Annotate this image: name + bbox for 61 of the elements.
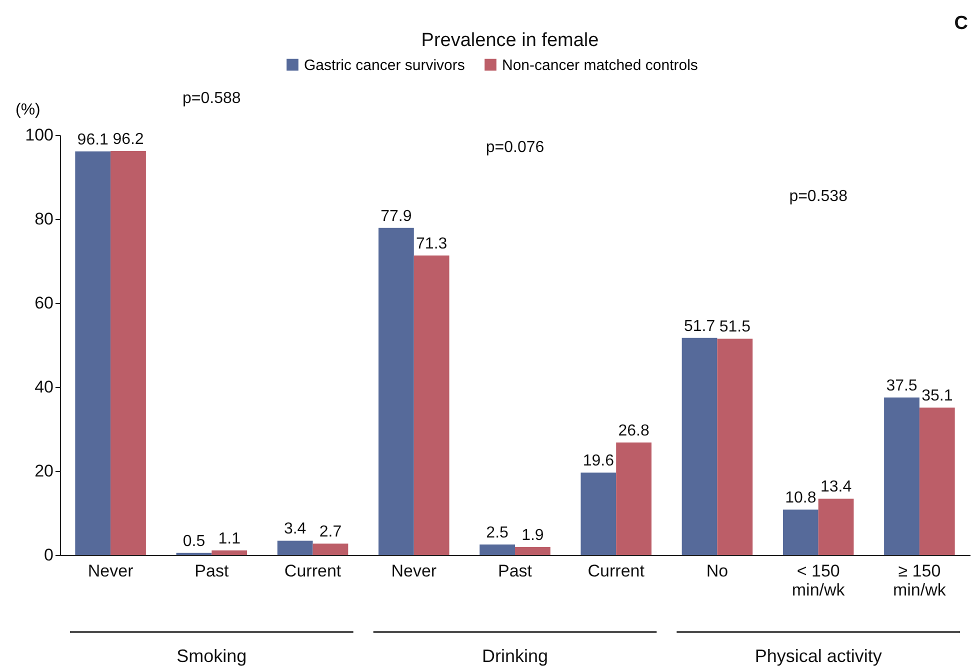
data-label: 77.9 bbox=[380, 208, 412, 225]
data-label: 0.5 bbox=[182, 532, 206, 550]
data-label: 1.1 bbox=[218, 530, 241, 548]
data-label: 26.8 bbox=[618, 422, 650, 440]
x-tick-label: Never bbox=[391, 562, 437, 580]
bar bbox=[782, 510, 818, 555]
data-label: 71.3 bbox=[416, 236, 448, 253]
x-tick-label: Past bbox=[498, 562, 532, 580]
data-label: 51.7 bbox=[684, 318, 716, 335]
x-tick-label: ≥ 150 min/wk bbox=[892, 562, 946, 600]
data-label: 51.5 bbox=[719, 318, 751, 336]
x-tick-label: Never bbox=[88, 562, 134, 580]
data-label: 96.1 bbox=[77, 131, 109, 148]
bar bbox=[818, 498, 854, 555]
data-label: 3.4 bbox=[284, 520, 306, 538]
legend-label: Gastric cancer survivors bbox=[304, 56, 465, 74]
x-tick-label: No bbox=[706, 562, 728, 580]
annotation: p=0.076 bbox=[486, 139, 544, 156]
data-label: 10.8 bbox=[785, 490, 816, 507]
x-tick-label: < 150 min/wk bbox=[792, 562, 846, 600]
bar bbox=[480, 544, 515, 555]
bar bbox=[884, 398, 920, 555]
data-label: 2.7 bbox=[319, 524, 342, 541]
text: p=0.588 bbox=[182, 90, 241, 107]
data-label: 35.1 bbox=[922, 388, 953, 405]
bar bbox=[580, 472, 616, 555]
data-label: 1.9 bbox=[522, 527, 544, 544]
y-tick-label: 60 bbox=[34, 294, 54, 312]
text: Physical activity bbox=[754, 646, 882, 666]
y-axis-title: (%) bbox=[16, 102, 40, 118]
x-tick-label: Current bbox=[588, 562, 645, 580]
data-label: 19.6 bbox=[582, 452, 614, 470]
data-label: 13.4 bbox=[820, 478, 852, 496]
bar bbox=[75, 151, 111, 555]
bar bbox=[616, 442, 652, 555]
bar bbox=[312, 544, 348, 555]
x-tick-label: Current bbox=[284, 562, 342, 580]
bar bbox=[414, 256, 450, 555]
bar bbox=[378, 228, 414, 555]
bar bbox=[919, 408, 955, 555]
y-tick-label: 40 bbox=[34, 378, 54, 396]
data-label: 37.5 bbox=[886, 378, 918, 394]
y-tick-label: 100 bbox=[25, 126, 54, 144]
chart-title: Prevalence in female bbox=[421, 30, 599, 51]
bar bbox=[277, 540, 313, 555]
data-label: 96.2 bbox=[112, 130, 144, 148]
bar bbox=[110, 150, 146, 555]
text: Smoking bbox=[176, 646, 247, 666]
y-tick-label: 20 bbox=[34, 462, 54, 480]
text: C bbox=[954, 13, 968, 34]
legend-label: Non-cancer matched controls bbox=[502, 56, 698, 74]
bar bbox=[682, 338, 718, 555]
data-label: 2.5 bbox=[486, 524, 509, 542]
x-tick-label: Past bbox=[194, 562, 229, 580]
y-tick-label: 80 bbox=[34, 210, 54, 228]
text: Drinking bbox=[482, 646, 548, 666]
bar bbox=[212, 550, 248, 555]
y-tick-label: 0 bbox=[44, 546, 54, 564]
bar bbox=[515, 547, 550, 555]
annotation: p=0.538 bbox=[789, 188, 848, 205]
bar bbox=[717, 338, 753, 555]
